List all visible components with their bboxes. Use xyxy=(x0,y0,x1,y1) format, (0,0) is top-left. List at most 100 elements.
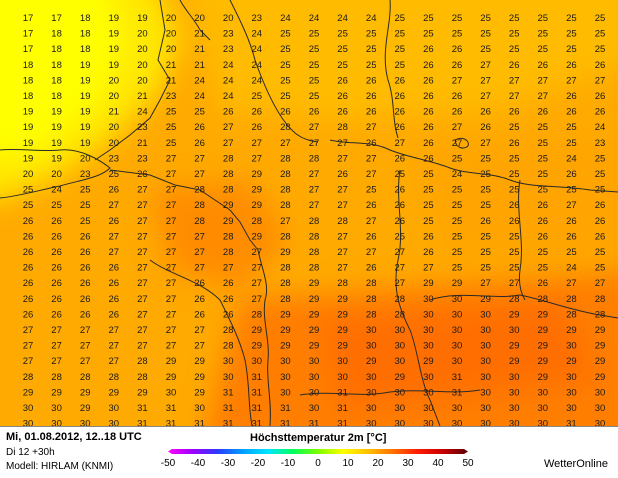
temperature-value: 25 xyxy=(23,200,34,211)
temperature-value: 25 xyxy=(509,153,520,164)
temperature-value: 25 xyxy=(452,200,463,211)
temperature-value: 31 xyxy=(252,419,263,426)
temperature-value: 26 xyxy=(337,91,348,102)
temperature-value: 25 xyxy=(309,91,320,102)
temperature-value: 31 xyxy=(223,403,234,414)
temperature-value: 26 xyxy=(194,278,205,289)
temperature-value: 29 xyxy=(595,356,606,367)
temperature-value: 26 xyxy=(423,75,434,86)
temperature-value: 24 xyxy=(566,153,577,164)
temperature-value: 28 xyxy=(80,372,91,383)
temperature-value: 27 xyxy=(509,91,520,102)
temperature-value: 30 xyxy=(423,294,434,305)
temperature-value: 27 xyxy=(194,341,205,352)
model-label: Modell: HIRLAM (KNMI) xyxy=(6,461,114,472)
temperature-value: 30 xyxy=(366,387,377,398)
border-france-belgium xyxy=(149,259,253,426)
temperature-value: 28 xyxy=(309,263,320,274)
temperature-value: 30 xyxy=(366,341,377,352)
temperature-value: 30 xyxy=(423,372,434,383)
temperature-value: 28 xyxy=(223,185,234,196)
temperature-value: 30 xyxy=(109,403,120,414)
temperature-value: 26 xyxy=(538,200,549,211)
temperature-value: 25 xyxy=(566,13,577,24)
temperature-value: 30 xyxy=(452,403,463,414)
temperature-value: 20 xyxy=(23,169,34,180)
temperature-value: 25 xyxy=(509,185,520,196)
temperature-value: 27 xyxy=(509,75,520,86)
temperature-value: 24 xyxy=(137,107,148,118)
temperature-value: 29 xyxy=(166,356,177,367)
coastline-north-sea xyxy=(94,0,171,161)
temperature-value: 19 xyxy=(80,138,91,149)
temperature-value: 27 xyxy=(109,325,120,336)
temperature-value: 29 xyxy=(423,278,434,289)
scale-tick-label: 0 xyxy=(315,458,321,469)
temperature-value: 27 xyxy=(309,138,320,149)
temperature-value: 26 xyxy=(395,91,406,102)
temperature-value: 29 xyxy=(309,278,320,289)
temperature-value: 26 xyxy=(337,169,348,180)
temperature-value: 25 xyxy=(395,13,406,24)
temperature-value: 25 xyxy=(366,29,377,40)
border-austria xyxy=(299,389,481,396)
temperature-value: 28 xyxy=(309,153,320,164)
temperature-value: 25 xyxy=(423,29,434,40)
temperature-value: 27 xyxy=(337,263,348,274)
temperature-value: 24 xyxy=(223,60,234,71)
temperature-value: 26 xyxy=(309,107,320,118)
temperature-value: 25 xyxy=(538,247,549,258)
temperature-value: 24 xyxy=(194,91,205,102)
temperature-value: 26 xyxy=(80,278,91,289)
temperature-value: 27 xyxy=(109,200,120,211)
temperature-value: 26 xyxy=(51,294,62,305)
temperature-value: 27 xyxy=(194,325,205,336)
temperature-value: 28 xyxy=(252,216,263,227)
temperature-value: 30 xyxy=(509,372,520,383)
temperature-value: 23 xyxy=(137,122,148,133)
temperature-value: 27 xyxy=(137,294,148,305)
scale-tick-label: -50 xyxy=(160,458,176,469)
temperature-value: 30 xyxy=(166,387,177,398)
temperature-value: 27 xyxy=(23,356,34,367)
temperature-value: 29 xyxy=(280,325,291,336)
temperature-value: 29 xyxy=(80,403,91,414)
temperature-value: 29 xyxy=(280,309,291,320)
temperature-value: 27 xyxy=(538,75,549,86)
temperature-value: 25 xyxy=(452,185,463,196)
temperature-value: 24 xyxy=(595,122,606,133)
temperature-value: 29 xyxy=(252,231,263,242)
temperature-value: 27 xyxy=(366,122,377,133)
temperature-value: 30 xyxy=(395,356,406,367)
temperature-value: 26 xyxy=(395,216,406,227)
temperature-value: 19 xyxy=(80,60,91,71)
temperature-value: 28 xyxy=(194,216,205,227)
temperature-value: 24 xyxy=(366,13,377,24)
temperature-value: 18 xyxy=(51,91,62,102)
temperature-value: 25 xyxy=(566,122,577,133)
temperature-value: 18 xyxy=(51,29,62,40)
temperature-value: 28 xyxy=(194,185,205,196)
temperature-value: 26 xyxy=(595,231,606,242)
temperature-value: 30 xyxy=(51,419,62,426)
temperature-value: 29 xyxy=(337,294,348,305)
temperature-value: 31 xyxy=(337,403,348,414)
temperature-value: 27 xyxy=(166,341,177,352)
temperature-value: 28 xyxy=(223,247,234,258)
temperature-value: 25 xyxy=(509,29,520,40)
temperature-value: 31 xyxy=(223,419,234,426)
temperature-value: 25 xyxy=(280,60,291,71)
temperature-value: 27 xyxy=(223,122,234,133)
temperature-value: 31 xyxy=(280,419,291,426)
temperature-value: 24 xyxy=(194,75,205,86)
temperature-value: 27 xyxy=(337,247,348,258)
temperature-value: 24 xyxy=(566,263,577,274)
temperature-value: 31 xyxy=(309,419,320,426)
temperature-value: 26 xyxy=(566,107,577,118)
temperature-value: 29 xyxy=(509,309,520,320)
temperature-value: 28 xyxy=(51,372,62,383)
temperature-value: 26 xyxy=(595,216,606,227)
temperature-value: 26 xyxy=(366,75,377,86)
temperature-value: 18 xyxy=(51,75,62,86)
temperature-value: 25 xyxy=(423,13,434,24)
